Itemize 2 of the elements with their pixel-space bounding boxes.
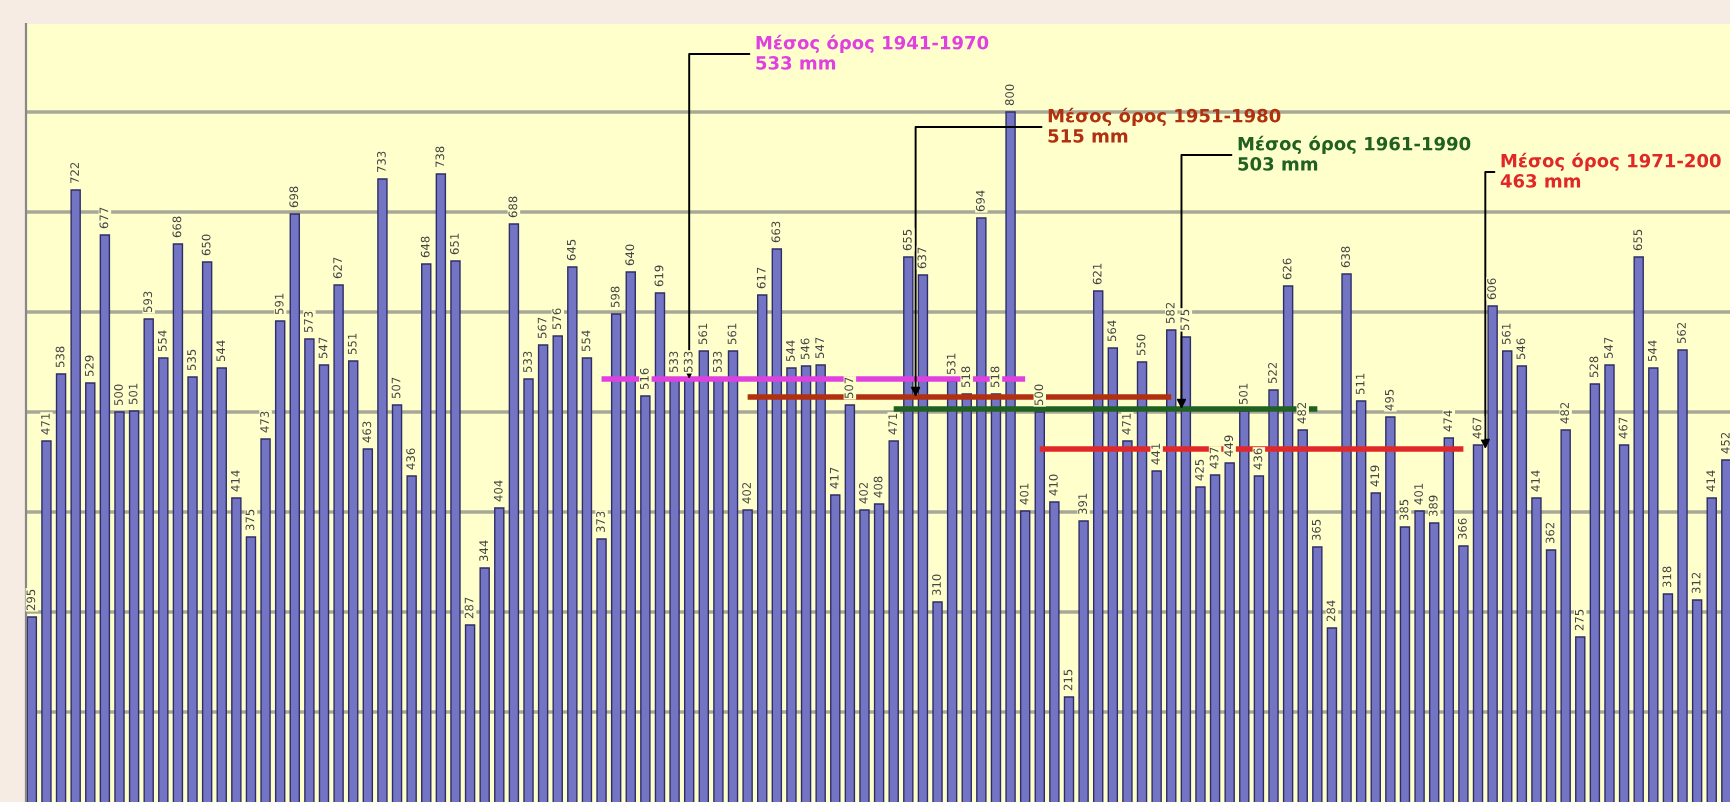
ref-line-label: Μέσος όρος 1971-200 463 mm	[1500, 152, 1721, 188]
ref-line-label: Μέσος όρος 1941-1970 533 mm	[756, 34, 989, 70]
